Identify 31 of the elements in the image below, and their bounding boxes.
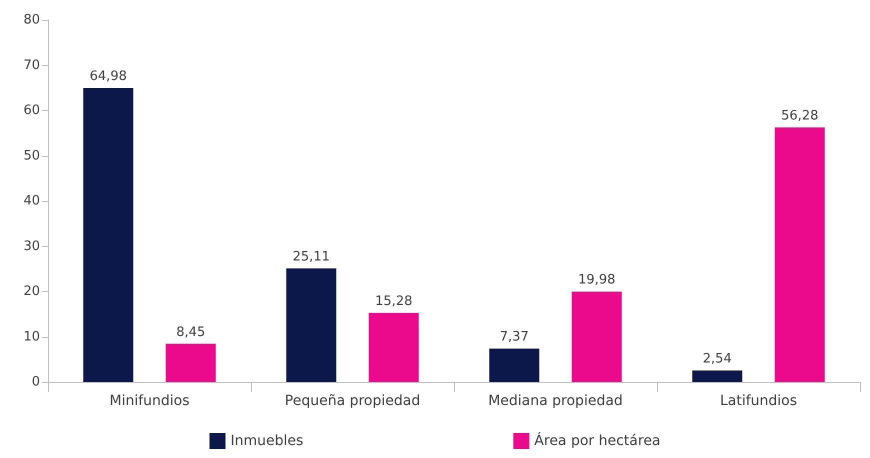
bar xyxy=(692,370,742,382)
y-tick-label: 30 xyxy=(23,238,40,254)
data-label: 19,98 xyxy=(578,272,616,288)
y-tick-label: 70 xyxy=(23,58,40,73)
legend-label: Inmuebles xyxy=(230,433,304,449)
x-tick-label: Mediana propiedad xyxy=(488,393,623,409)
x-tick-label: Minifundios xyxy=(109,393,190,409)
data-label: 64,98 xyxy=(90,68,127,84)
data-label: 7,37 xyxy=(500,330,529,345)
y-tick-label: 60 xyxy=(23,103,40,118)
y-tick-label: 20 xyxy=(23,284,40,299)
data-label: 2,54 xyxy=(702,352,732,367)
x-tick-label: Pequeña propiedad xyxy=(284,393,420,409)
bar xyxy=(368,312,419,382)
data-label: 25,11 xyxy=(292,249,330,264)
data-label: 8,45 xyxy=(176,324,206,340)
bar xyxy=(774,127,825,382)
bar xyxy=(166,344,216,382)
y-tick-label: 10 xyxy=(23,329,40,344)
y-tick-label: 50 xyxy=(23,148,40,164)
bar xyxy=(489,348,540,382)
y-tick-label: 0 xyxy=(32,374,40,390)
bar xyxy=(286,268,336,382)
data-label: 15,28 xyxy=(375,294,412,309)
y-tick-label: 40 xyxy=(23,194,40,208)
data-label: 56,28 xyxy=(781,108,818,124)
bar xyxy=(83,88,134,382)
legend-label: Área por hectárea xyxy=(534,432,661,449)
bar xyxy=(572,292,622,382)
y-tick-label: 80 xyxy=(23,12,40,28)
x-tick-label: Latifundios xyxy=(720,393,798,409)
